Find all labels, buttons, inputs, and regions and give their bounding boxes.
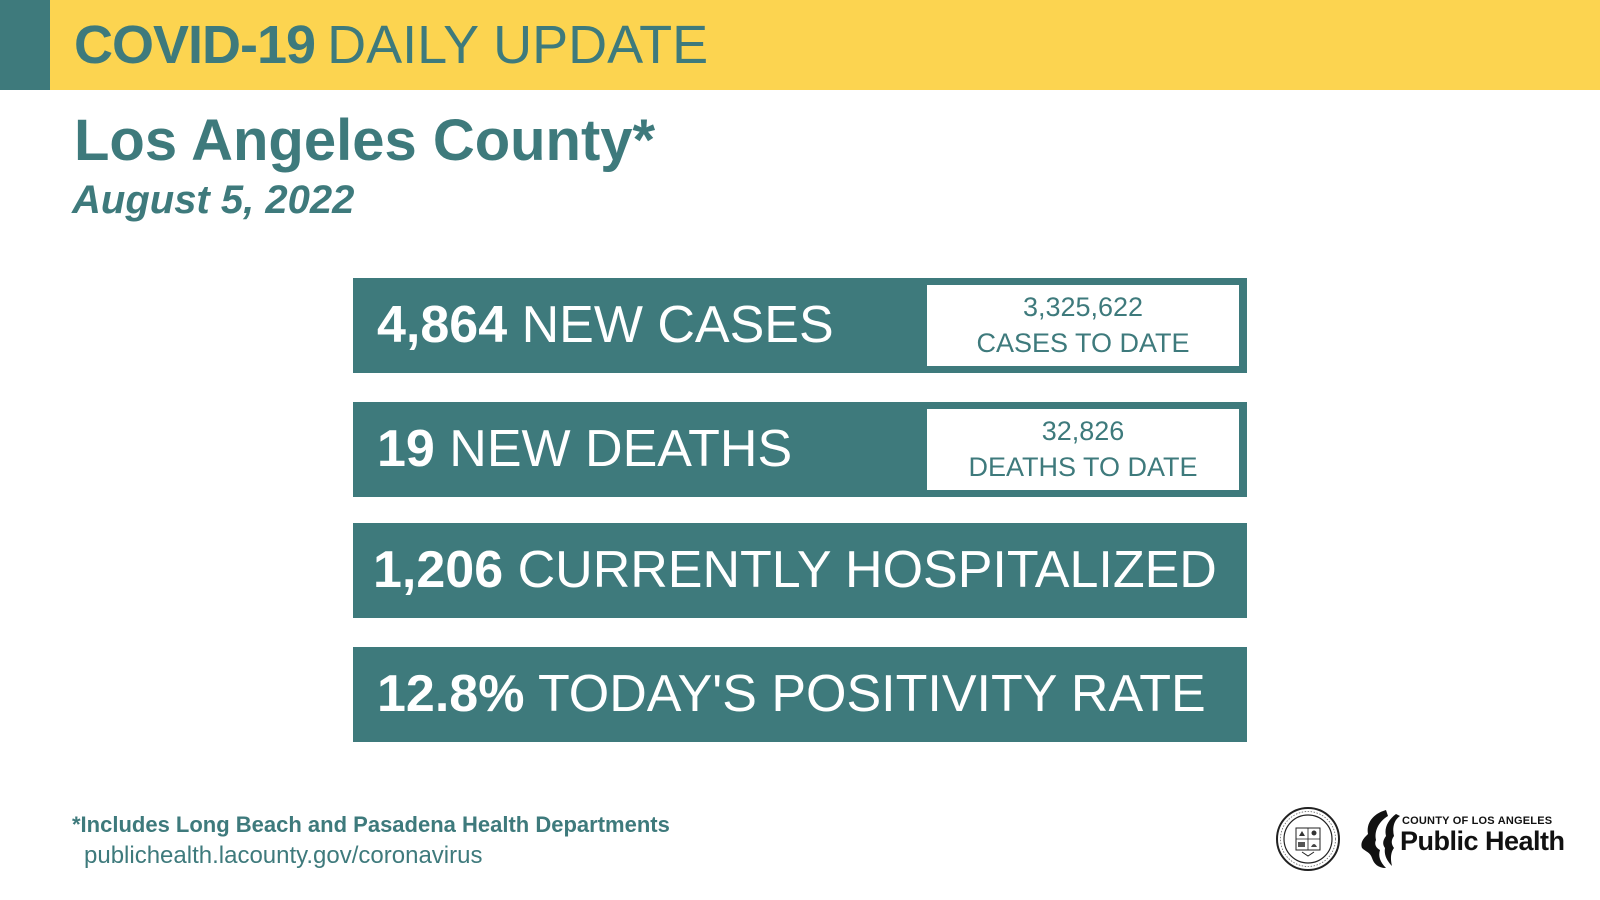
deaths-to-date-box: 32,826 DEATHS TO DATE [927,409,1239,490]
new-deaths-number: 19 [377,420,435,478]
page-title: COVID-19 DAILY UPDATE [74,14,708,76]
logo-big-text: Public Health [1400,826,1565,856]
title-daily-update: DAILY UPDATE [327,15,709,75]
positivity-number: 12.8% [377,665,525,723]
public-health-logo: COUNTY OF LOS ANGELES Public Health [1356,806,1565,872]
new-cases-label: NEW CASES [521,296,834,354]
stat-new-cases: 4,864 NEW CASES 3,325,622 CASES TO DATE [353,278,1247,373]
stat-hospitalized: 1,206 CURRENTLY HOSPITALIZED [353,523,1247,618]
logo-small-text: COUNTY OF LOS ANGELES [1402,815,1553,827]
hospitalized-label: CURRENTLY HOSPITALIZED [517,541,1217,599]
public-health-mark-icon [1361,810,1400,868]
website-link[interactable]: publichealth.lacounty.gov/coronavirus [84,842,483,869]
stat-new-deaths: 19 NEW DEATHS 32,826 DEATHS TO DATE [353,402,1247,497]
stat-main: 19 NEW DEATHS [377,402,792,497]
hospitalized-number: 1,206 [373,541,504,599]
header-bar [0,0,1600,90]
title-covid: COVID-19 [74,15,316,75]
new-cases-number: 4,864 [377,296,508,354]
footnote: *Includes Long Beach and Pasadena Health… [72,812,670,837]
stat-main: 4,864 NEW CASES [377,278,834,373]
deaths-to-date-number: 32,826 [1041,416,1125,446]
cases-to-date-label: CASES TO DATE [976,328,1190,358]
positivity-label: TODAY'S POSITIVITY RATE [537,665,1206,723]
header-accent [0,0,50,90]
stat-main: 1,206 CURRENTLY HOSPITALIZED [373,523,1217,618]
deaths-to-date-label: DEATHS TO DATE [968,452,1198,482]
cases-to-date-box: 3,325,622 CASES TO DATE [927,285,1239,366]
stat-main: 12.8% TODAY'S POSITIVITY RATE [377,647,1206,742]
new-deaths-label: NEW DEATHS [449,420,793,478]
cases-to-date-number: 3,325,622 [1022,292,1144,322]
county-seal-icon [1275,806,1341,872]
stat-positivity: 12.8% TODAY'S POSITIVITY RATE [353,647,1247,742]
report-date: August 5, 2022 [72,178,355,222]
county-heading: Los Angeles County* [74,108,656,173]
